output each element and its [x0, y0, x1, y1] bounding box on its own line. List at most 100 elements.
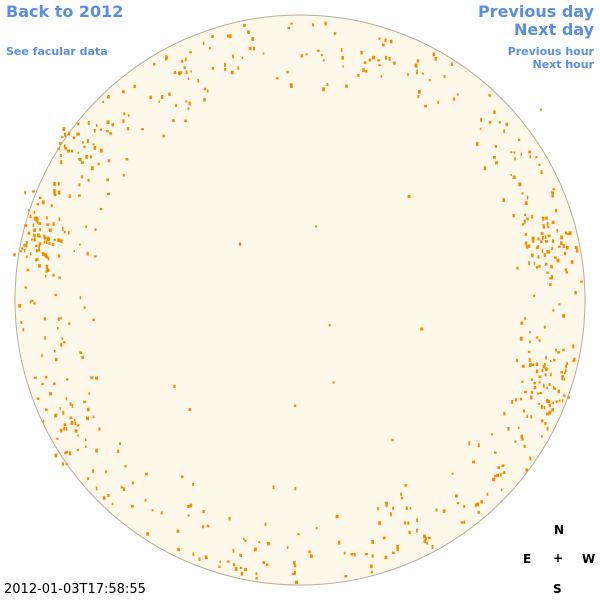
next-hour-link[interactable]: Next hour [532, 58, 595, 71]
facula [575, 248, 579, 253]
facula [23, 244, 26, 247]
facula [572, 344, 575, 349]
facula [423, 534, 427, 539]
facula [353, 552, 356, 557]
facula [324, 21, 327, 26]
facula [480, 500, 484, 504]
facula [524, 317, 526, 321]
facula [286, 70, 289, 74]
facula [21, 247, 24, 250]
facula [476, 142, 479, 146]
facula [468, 441, 471, 446]
facula [568, 231, 572, 236]
facula [62, 127, 66, 131]
facula [405, 506, 408, 511]
facula [102, 496, 106, 500]
facula [362, 68, 365, 73]
facula [44, 275, 47, 278]
facula [293, 404, 297, 407]
facula [36, 203, 40, 206]
facula [546, 271, 549, 274]
facula [239, 566, 243, 569]
facula [160, 511, 163, 515]
facula [540, 404, 543, 409]
facula [529, 363, 532, 367]
facula [538, 381, 541, 384]
facula [131, 481, 135, 485]
facula [538, 163, 541, 166]
facula [392, 506, 394, 510]
facula [74, 429, 78, 433]
facula [378, 37, 381, 40]
facula [563, 377, 566, 381]
facula [54, 413, 58, 417]
facula [426, 541, 429, 545]
facula [476, 502, 480, 507]
facula [63, 144, 66, 149]
facula [161, 95, 164, 99]
previous-hour-link[interactable]: Previous hour [507, 45, 594, 58]
facula [53, 191, 56, 195]
facula [546, 386, 549, 390]
facula [549, 283, 552, 286]
facula [243, 24, 246, 27]
facula [388, 56, 391, 61]
facula [341, 56, 344, 60]
facula [560, 235, 564, 240]
facula [407, 73, 409, 77]
facula [360, 50, 363, 55]
facula [247, 30, 250, 34]
facula [557, 245, 561, 248]
facula [552, 401, 555, 405]
facula [95, 376, 98, 380]
facula [492, 478, 494, 482]
facula [418, 89, 421, 94]
next-day-link[interactable]: Next day [514, 20, 594, 39]
facula [527, 350, 531, 353]
facula [333, 32, 337, 35]
facula [99, 128, 102, 132]
facula [36, 397, 40, 400]
facula [27, 209, 30, 212]
facula [414, 63, 418, 68]
facula [123, 112, 126, 116]
facula [48, 241, 51, 246]
facula [531, 214, 534, 219]
facula [540, 232, 544, 235]
facula [158, 100, 161, 103]
facula [197, 79, 200, 83]
facula [35, 257, 39, 261]
facula [46, 238, 50, 241]
facula [73, 418, 76, 421]
facula [300, 54, 304, 58]
facula [38, 264, 41, 268]
facula [574, 291, 577, 295]
facula [529, 340, 531, 344]
facula [424, 537, 428, 541]
facula [542, 224, 545, 227]
facula [86, 251, 89, 256]
facula [38, 248, 41, 252]
facula [219, 560, 222, 563]
facula [562, 314, 566, 318]
facula [547, 225, 550, 229]
facula [53, 194, 57, 197]
facula [545, 356, 547, 360]
facula [551, 193, 554, 197]
facula [53, 382, 56, 386]
facula [51, 243, 55, 247]
back-link[interactable]: Back to 2012 [6, 2, 124, 21]
facula [266, 563, 269, 567]
facula [146, 532, 149, 536]
previous-day-link[interactable]: Previous day [477, 2, 594, 21]
facula [539, 392, 543, 395]
facula [240, 571, 244, 576]
facula [127, 114, 130, 117]
facula [455, 494, 458, 498]
facula [380, 75, 383, 78]
facula [188, 408, 192, 412]
facula [232, 54, 234, 59]
facula [90, 155, 93, 159]
facula [420, 327, 424, 331]
facular-data-link[interactable]: See facular data [6, 45, 108, 58]
